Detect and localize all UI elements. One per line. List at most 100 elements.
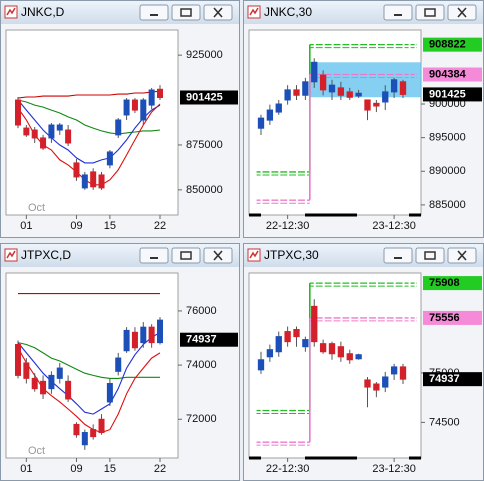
candle-body [337,87,345,96]
candle-body [302,81,309,96]
candle-body [73,162,80,178]
window-title: JNKC,D [21,5,65,19]
x-tick-label: 09 [70,463,82,475]
candle-body [131,99,138,111]
restore-glyph [424,8,436,17]
candle-body [311,61,318,83]
candle-body [156,88,164,98]
plot-area [248,272,422,459]
candle-body [337,346,345,358]
x-tick-label: 22-12:30 [266,220,309,232]
candle-body [355,92,362,97]
candle-body [115,357,122,372]
candle-body [90,429,97,438]
restore-button[interactable] [171,247,201,264]
candle-body [73,423,80,436]
price-tag [423,310,482,325]
price-tag-label: 75556 [429,312,460,324]
price-tag [180,90,238,105]
candle-body [115,119,122,136]
close-glyph [457,7,467,18]
chart-window: JTPXC,30745007500075908755567493722-12:3… [243,243,484,481]
candle-body [284,89,291,101]
y-tick-label: 875000 [186,139,223,151]
candle-body [275,336,282,353]
restore-button[interactable] [415,247,445,264]
candle-body [346,91,353,98]
candle-body [123,99,130,116]
y-tick-label: 74000 [186,359,217,371]
candle-body [399,81,407,95]
period-label: Oct [28,202,45,214]
candle-body [390,79,398,93]
candle-body [81,174,88,189]
candle-body [266,349,274,358]
minimize-button[interactable] [383,4,413,21]
x-tick-label: 22 [154,220,166,232]
candle-body [140,99,147,121]
candle-body [311,305,318,343]
candle-body [123,329,130,352]
price-tag-label: 75908 [429,277,460,289]
candle-body [364,99,371,111]
period-label: Oct [28,445,45,457]
candle-body [56,367,63,379]
x-tick-label: 23-12:30 [372,220,415,232]
candle-body [106,383,113,403]
y-tick-label: 850000 [186,184,223,196]
candle-body [14,344,22,376]
price-tag-label: 904384 [429,68,467,80]
y-tick-label: 925000 [186,49,223,61]
candle-body [382,91,389,103]
price-tag-label: 908822 [429,39,466,51]
price-tag [423,87,482,102]
candle-body [319,343,327,353]
candle-body [14,99,22,126]
close-glyph [213,7,223,18]
x-tick-label: 09 [70,220,82,232]
y-tick-label: 72000 [186,413,217,425]
candle-body [23,127,30,136]
candle-body [98,418,105,434]
candle-body [98,174,105,189]
indicator-line [17,99,161,135]
candle-body [65,129,72,144]
price-tag [423,37,482,52]
candle-body [40,380,47,395]
chart-window: JNKC,D 850000 875000 925000 901425 Oct 01 09 15 2… [0,0,240,238]
candle-body [373,383,380,391]
chart-window: JNKC,30885000890000895000900000908822904… [243,0,484,238]
y-tick-label: 74500 [429,416,460,428]
candle-body [90,171,97,188]
minimize-button[interactable] [383,247,413,264]
candle-body [31,129,38,139]
candle-body [148,89,155,106]
indicator-line [17,331,161,415]
candle-body [302,339,309,348]
x-tick-label: 22-12:30 [266,463,309,475]
close-glyph [213,250,223,261]
plot-area [248,29,422,216]
price-tag [180,332,238,347]
minimize-button[interactable] [139,4,169,21]
candle-body [48,124,55,139]
chart-window: JTPXC,D 72000 74000 76000 74937 Oct 01 09 15 22 [0,243,240,481]
candle-body [106,151,113,166]
restore-glyph [180,251,192,260]
y-tick-label: 76000 [186,305,217,317]
window-icon-glyph [249,250,259,259]
x-tick-label: 15 [104,220,116,232]
indicator-line [17,99,161,164]
restore-button[interactable] [415,4,445,21]
restore-button[interactable] [171,4,201,21]
candle-body [140,326,147,344]
x-tick-label: 01 [20,463,32,475]
window-icon-glyph [6,7,16,16]
minimize-button[interactable] [139,247,169,264]
x-tick-label: 22 [154,463,166,475]
candle-body [355,354,362,360]
price-tag-label: 74937 [186,334,217,346]
candle-body [65,380,72,400]
